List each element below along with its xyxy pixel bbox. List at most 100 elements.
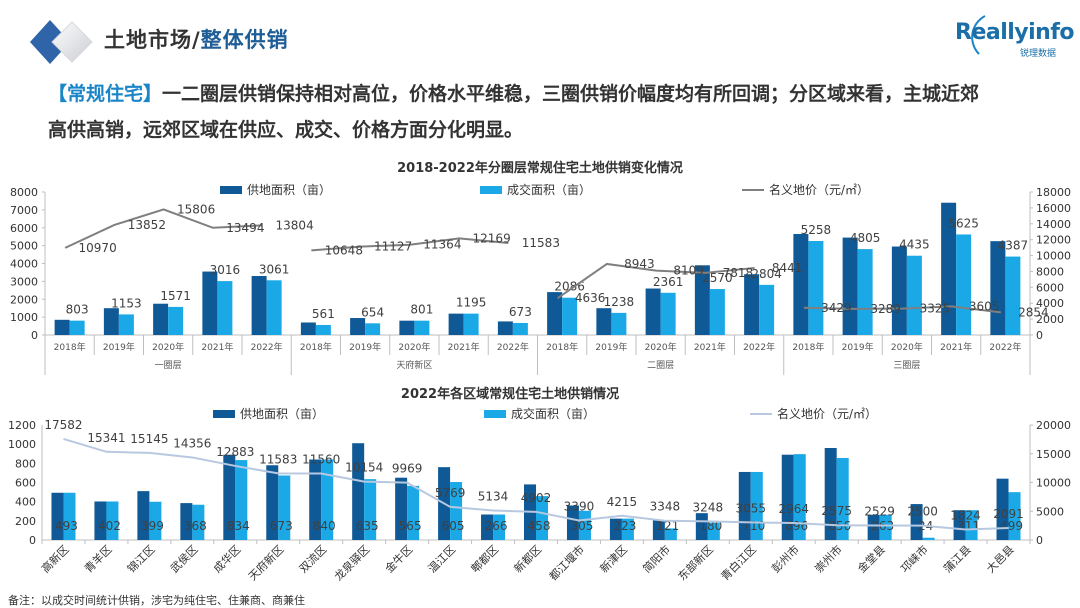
deal-bar	[192, 504, 205, 540]
deal-data-label: 4805	[850, 231, 881, 245]
left-tick-label: 800	[15, 457, 36, 470]
district-label: 高新区	[38, 542, 71, 575]
deal-data-label: 834	[227, 519, 250, 533]
group-label: 二圈层	[647, 360, 674, 371]
right-tick-label: 5000	[1036, 505, 1064, 518]
district-label: 龙泉驿区	[331, 542, 372, 583]
deal-data-label: 121	[656, 519, 679, 533]
district-label: 成华区	[210, 542, 243, 575]
supply-bar	[395, 477, 408, 540]
deal-bar	[709, 289, 725, 335]
category-label: 2019年	[842, 341, 874, 353]
deal-data-label: 5258	[801, 223, 832, 237]
left-tick-label: 1000	[8, 438, 36, 451]
supply-bar	[996, 478, 1009, 540]
deal-data-label: 4435	[899, 238, 930, 252]
deal-bar	[808, 241, 824, 335]
deal-bar	[118, 314, 134, 335]
price-data-label: 3605	[969, 299, 1000, 313]
supply-bar	[645, 288, 661, 335]
group-label: 一圈层	[155, 360, 182, 371]
price-data-label: 3248	[693, 500, 724, 514]
deal-data-label: 1571	[160, 289, 191, 303]
supply-bar	[941, 202, 957, 335]
left-tick-label: 7000	[10, 204, 38, 217]
supply-bar	[842, 237, 858, 335]
category-label: 2020年	[152, 341, 184, 353]
supply-bar	[153, 303, 169, 335]
district-label: 新津区	[597, 542, 630, 575]
price-data-label: 3348	[650, 500, 681, 514]
supply-bar	[891, 246, 907, 335]
left-tick-label: 3000	[10, 275, 38, 288]
price-data-label: 10154	[345, 461, 383, 475]
left-tick-label: 400	[15, 496, 36, 509]
deal-bar	[365, 323, 381, 335]
price-line	[63, 437, 1009, 531]
category-label: 2022年	[743, 341, 775, 353]
right-tick-label: 2000	[1036, 313, 1064, 326]
deal-bar	[1008, 492, 1021, 540]
price-data-label: 2575	[821, 504, 852, 518]
district-label: 崇州市	[812, 542, 845, 575]
deal-bar	[611, 312, 627, 335]
left-tick-label: 5000	[10, 240, 38, 253]
supply-bar	[990, 241, 1006, 335]
price-data-label: 7818	[723, 266, 754, 280]
deal-bar	[364, 479, 377, 540]
legend-swatch-supply	[220, 185, 242, 194]
deal-bar	[69, 320, 85, 335]
brand-logo: Reallyinfo	[955, 20, 1075, 45]
title-highlight: 整体供销	[200, 28, 289, 52]
deal-bar	[493, 514, 506, 540]
deal-bar	[450, 482, 463, 540]
deal-bar	[63, 492, 76, 540]
left-tick-label: 0	[31, 329, 38, 342]
supply-bar	[867, 514, 880, 540]
bottom-legend-supply: 供地面积（亩）	[213, 405, 324, 422]
bottom-chart-title: 2022年各区域常规住宅土地供销情况	[400, 387, 620, 402]
right-tick-label: 18000	[1036, 186, 1071, 199]
deal-data-label: 223	[613, 519, 636, 533]
price-data-label: 15341	[87, 431, 125, 445]
deal-bar	[956, 234, 972, 335]
deal-data-label: 368	[184, 519, 207, 533]
supply-bar	[781, 454, 794, 540]
deal-bar	[278, 475, 291, 540]
category-label: 2022年	[251, 341, 283, 353]
district-label: 东部新区	[675, 542, 716, 583]
deal-data-label: 499	[1000, 519, 1023, 533]
bottom-legend-price: 名义地价（元/㎡）	[750, 405, 877, 422]
right-tick-label: 4000	[1036, 297, 1064, 310]
right-tick-label: 0	[1036, 534, 1043, 547]
price-data-label: 11364	[423, 238, 461, 252]
legend-line-price	[750, 412, 772, 415]
price-data-label: 4215	[607, 495, 638, 509]
price-data-label: 12883	[216, 445, 254, 459]
deal-data-label: 3061	[259, 262, 290, 276]
right-tick-label: 0	[1036, 329, 1043, 342]
right-tick-label: 20000	[1036, 419, 1071, 432]
district-label: 蒲江县	[940, 542, 973, 575]
right-tick-label: 16000	[1036, 202, 1071, 215]
bottom-chart: 0 200 400 600 800 1000 1200 0 5000 10000 15000 2000…	[8, 418, 1071, 583]
deal-bar	[512, 322, 528, 335]
price-data-label: 11127	[374, 240, 412, 254]
price-data-label: 4902	[521, 491, 552, 505]
district-label: 邛崃市	[897, 542, 930, 575]
brand-subtitle: 锐理数据	[1020, 49, 1057, 59]
district-label: 简阳市	[640, 542, 673, 575]
price-data-label: 3429	[821, 301, 852, 315]
supply-bar	[251, 276, 267, 335]
category-label: 2020年	[891, 341, 923, 353]
deal-data-label: 710	[742, 519, 765, 533]
legend-swatch-deal	[484, 409, 506, 418]
supply-bar	[609, 518, 622, 540]
deal-bar	[965, 510, 978, 540]
price-data-label: 2091	[993, 507, 1024, 521]
district-label: 都江堰市	[546, 542, 587, 583]
category-label: 2019年	[595, 341, 627, 353]
deal-bar	[562, 297, 578, 335]
legend-label: 名义地价（元/㎡）	[777, 407, 878, 421]
right-tick-label: 10000	[1036, 250, 1071, 263]
